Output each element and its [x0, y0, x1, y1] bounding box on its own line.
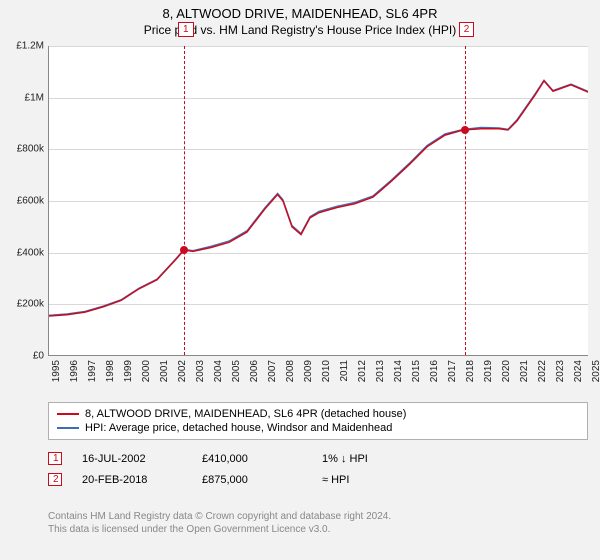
x-tick-label: 2023 [555, 360, 566, 382]
x-tick-label: 2002 [177, 360, 188, 382]
x-tick-label: 2017 [447, 360, 458, 382]
legend-item: 8, ALTWOOD DRIVE, MAIDENHEAD, SL6 4PR (d… [57, 407, 579, 421]
chart-area: 12 £0£200k£400k£600k£800k£1M£1.2M1995199… [0, 46, 600, 396]
chart-title: 8, ALTWOOD DRIVE, MAIDENHEAD, SL6 4PR [0, 0, 600, 21]
x-tick-label: 2012 [357, 360, 368, 382]
datapoint-delta: ≈ HPI [322, 474, 422, 486]
datapoint-date: 16-JUL-2002 [82, 453, 182, 465]
x-tick-label: 1996 [69, 360, 80, 382]
datapoint-row: 1 16-JUL-2002 £410,000 1% ↓ HPI [48, 448, 588, 469]
datapoint-delta: 1% ↓ HPI [322, 453, 422, 465]
y-tick-label: £200k [0, 299, 44, 310]
y-tick-label: £400k [0, 247, 44, 258]
datapoint-price: £410,000 [202, 453, 302, 465]
series-line-hpi [49, 80, 588, 315]
price-marker [461, 126, 469, 134]
credits-line-1: Contains HM Land Registry data © Crown c… [48, 510, 588, 523]
x-tick-label: 2013 [375, 360, 386, 382]
x-tick-label: 2014 [393, 360, 404, 382]
legend: 8, ALTWOOD DRIVE, MAIDENHEAD, SL6 4PR (d… [48, 402, 588, 440]
chart-subtitle: Price paid vs. HM Land Registry's House … [0, 21, 600, 43]
x-tick-label: 2018 [465, 360, 476, 382]
legend-swatch [57, 413, 79, 415]
x-tick-label: 2016 [429, 360, 440, 382]
reference-label: 2 [459, 22, 475, 37]
series-svg [49, 46, 588, 355]
x-tick-label: 2000 [141, 360, 152, 382]
series-line-property [49, 81, 588, 316]
y-tick-label: £1M [0, 92, 44, 103]
x-tick-label: 2007 [267, 360, 278, 382]
plot-area: 12 [48, 46, 588, 356]
datapoint-row: 2 20-FEB-2018 £875,000 ≈ HPI [48, 469, 588, 490]
legend-label: 8, ALTWOOD DRIVE, MAIDENHEAD, SL6 4PR (d… [85, 408, 406, 420]
datapoint-table: 1 16-JUL-2002 £410,000 1% ↓ HPI 2 20-FEB-2018… [48, 448, 588, 490]
y-tick-label: £1.2M [0, 41, 44, 52]
datapoint-badge: 2 [48, 473, 62, 486]
x-tick-label: 2020 [501, 360, 512, 382]
datapoint-badge: 1 [48, 452, 62, 465]
x-tick-label: 2003 [195, 360, 206, 382]
x-tick-label: 2025 [591, 360, 600, 382]
x-tick-label: 1999 [123, 360, 134, 382]
legend-swatch [57, 427, 79, 429]
credits: Contains HM Land Registry data © Crown c… [48, 510, 588, 536]
price-marker [180, 246, 188, 254]
x-tick-label: 2010 [321, 360, 332, 382]
x-tick-label: 1998 [105, 360, 116, 382]
y-tick-label: £600k [0, 196, 44, 207]
x-tick-label: 2011 [339, 360, 350, 382]
x-tick-label: 2004 [213, 360, 224, 382]
x-tick-label: 1997 [87, 360, 98, 382]
x-tick-label: 2005 [231, 360, 242, 382]
legend-item: HPI: Average price, detached house, Wind… [57, 421, 579, 435]
x-tick-label: 2008 [285, 360, 296, 382]
x-tick-label: 2001 [159, 360, 170, 382]
datapoint-date: 20-FEB-2018 [82, 474, 182, 486]
y-tick-label: £800k [0, 144, 44, 155]
x-tick-label: 2019 [483, 360, 494, 382]
x-tick-label: 2022 [537, 360, 548, 382]
x-tick-label: 2015 [411, 360, 422, 382]
credits-line-2: This data is licensed under the Open Gov… [48, 523, 588, 536]
reference-label: 1 [178, 22, 194, 37]
x-tick-label: 2024 [573, 360, 584, 382]
y-tick-label: £0 [0, 351, 44, 362]
x-tick-label: 2009 [303, 360, 314, 382]
x-tick-label: 2021 [519, 360, 530, 382]
chart-container: 8, ALTWOOD DRIVE, MAIDENHEAD, SL6 4PR Pr… [0, 0, 600, 560]
legend-label: HPI: Average price, detached house, Wind… [85, 422, 392, 434]
datapoint-price: £875,000 [202, 474, 302, 486]
x-tick-label: 2006 [249, 360, 260, 382]
x-tick-label: 1995 [51, 360, 62, 382]
